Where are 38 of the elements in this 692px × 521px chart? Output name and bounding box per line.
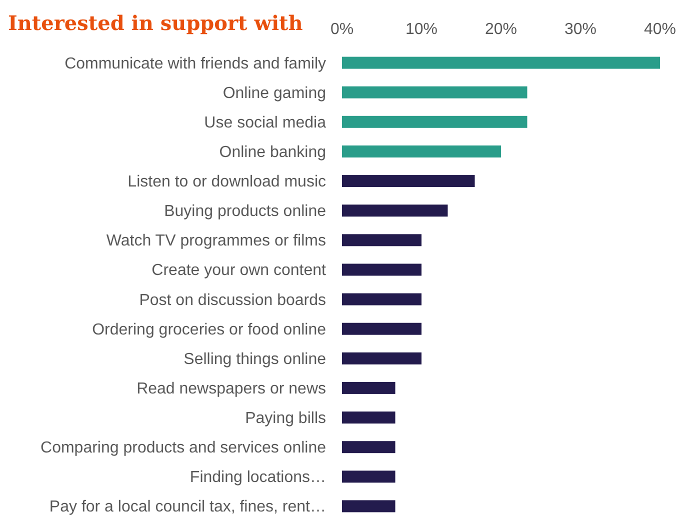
y-tick-label: Paying bills	[245, 410, 326, 428]
text: Interested in support with	[8, 11, 304, 35]
bar	[342, 500, 396, 512]
y-tick-label: Selling things online	[184, 350, 326, 368]
x-tick-label: 30%	[564, 21, 597, 38]
y-tick-label: Comparing products and services online	[40, 440, 326, 457]
y-tick-label: Online banking	[219, 144, 326, 161]
y-tick-label: Read newspapers or news	[136, 380, 326, 398]
bar	[342, 234, 422, 246]
y-tick-label: Ordering groceries or food online	[92, 321, 326, 338]
bar	[342, 352, 422, 364]
x-tick-label: 40%	[644, 21, 676, 38]
y-tick-label: Communicate with friends and family	[64, 55, 326, 72]
x-tick-label: 10%	[405, 21, 438, 38]
y-tick-label: Post on discussion boards	[139, 292, 326, 309]
bar	[342, 441, 396, 454]
bar	[342, 293, 422, 306]
y-tick-label: Listen to or download music	[128, 174, 326, 191]
y-tick-label: Create your own content	[152, 262, 327, 280]
y-tick-label: Finding locations…	[190, 469, 326, 486]
bar	[342, 382, 396, 394]
bar	[342, 264, 422, 276]
x-tick-label: 0%	[330, 21, 354, 38]
bar	[342, 86, 528, 98]
bar	[342, 175, 475, 188]
bar	[342, 56, 660, 69]
bar	[342, 470, 396, 483]
y-tick-label: Watch TV programmes or films	[106, 232, 326, 250]
x-tick-label: 20%	[484, 21, 518, 38]
bar	[342, 204, 448, 217]
bar	[342, 116, 528, 128]
bar	[342, 322, 422, 335]
y-tick-label: Use social media	[204, 114, 326, 132]
y-tick-label: Online gaming	[222, 84, 326, 102]
bar	[342, 145, 501, 158]
y-tick-label: Pay for a local council tax, fines, rent…	[49, 498, 326, 516]
y-tick-label: Buying products online	[164, 203, 326, 220]
bar	[342, 412, 396, 424]
